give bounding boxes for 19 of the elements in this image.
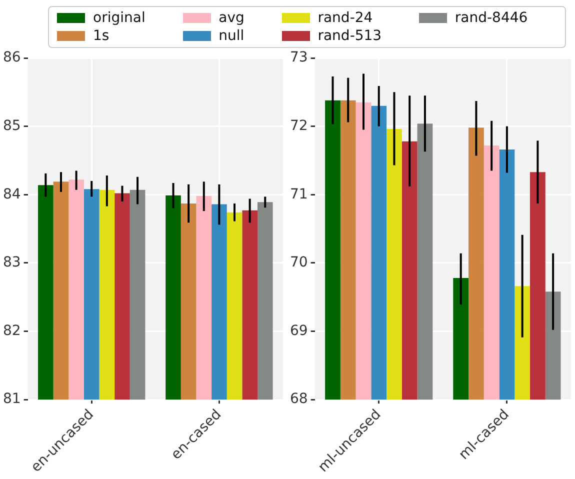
y-tick-label: 72 (290, 118, 308, 134)
legend-label: null (218, 28, 244, 44)
y-tick-label: 69 (290, 322, 308, 339)
y-tick-label: 84 (2, 186, 21, 202)
y-tick-label: 70 (290, 254, 308, 271)
legend-label: 1s (93, 28, 110, 44)
y-tick-label: 81 (2, 391, 21, 408)
legend-label: rand-513 (318, 28, 382, 44)
y-tick-label: 68 (290, 391, 308, 408)
legend-label: original (93, 10, 146, 26)
legend-label: avg (218, 10, 244, 26)
y-tick-label: 83 (2, 254, 21, 271)
y-tick-label: 86 (2, 50, 21, 66)
y-tick-label: 85 (2, 118, 21, 134)
y-tick-label: 71 (290, 186, 308, 202)
legend-label: rand-8446 (454, 10, 528, 26)
y-tick-label: 73 (290, 50, 308, 66)
y-tick-label: 82 (2, 322, 21, 339)
legend-label: rand-24 (318, 10, 373, 26)
